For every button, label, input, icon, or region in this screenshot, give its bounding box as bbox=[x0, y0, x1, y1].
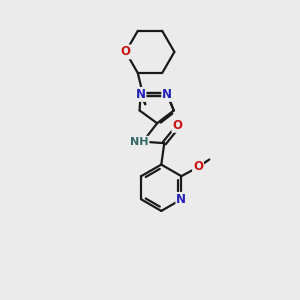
Text: O: O bbox=[172, 119, 182, 132]
Text: NH: NH bbox=[130, 137, 148, 147]
Text: O: O bbox=[193, 160, 203, 173]
Text: O: O bbox=[121, 45, 130, 58]
Text: N: N bbox=[136, 88, 146, 101]
Text: N: N bbox=[176, 193, 186, 206]
Text: N: N bbox=[162, 88, 172, 101]
